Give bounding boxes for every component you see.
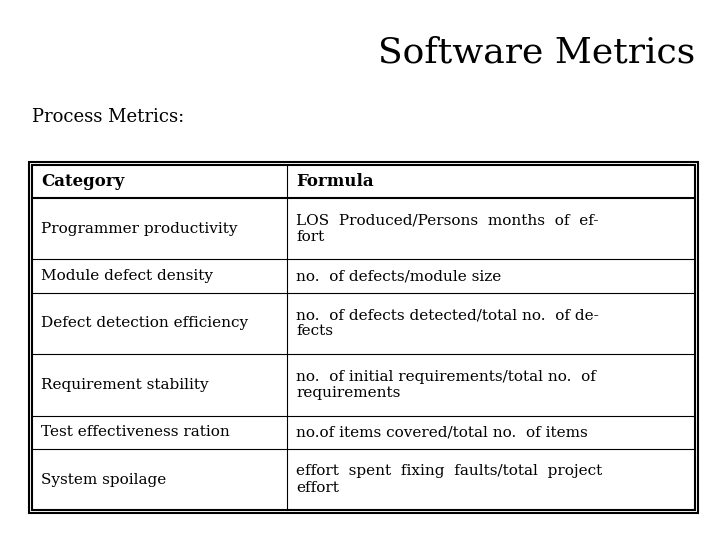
Text: Programmer productivity: Programmer productivity — [41, 221, 238, 235]
Text: Category: Category — [41, 173, 125, 190]
Text: Defect detection efficiency: Defect detection efficiency — [41, 316, 248, 330]
Text: no.of items covered/total no.  of items: no.of items covered/total no. of items — [296, 425, 588, 439]
Text: effort  spent  fixing  faults/total  project
effort: effort spent fixing faults/total project… — [296, 464, 603, 495]
Text: no.  of initial requirements/total no.  of
requirements: no. of initial requirements/total no. of… — [296, 370, 596, 400]
Text: LOS  Produced/Persons  months  of  ef-
fort: LOS Produced/Persons months of ef- fort — [296, 213, 598, 244]
Text: no.  of defects/module size: no. of defects/module size — [296, 269, 501, 283]
Text: no.  of defects detected/total no.  of de-
fects: no. of defects detected/total no. of de-… — [296, 308, 599, 339]
Text: Test effectiveness ration: Test effectiveness ration — [41, 425, 230, 439]
Bar — [32, 165, 695, 510]
Text: Formula: Formula — [296, 173, 374, 190]
Text: System spoilage: System spoilage — [41, 472, 166, 487]
Text: Module defect density: Module defect density — [41, 269, 213, 283]
Text: Process Metrics:: Process Metrics: — [32, 108, 184, 126]
Bar — [29, 162, 698, 513]
Text: Requirement stability: Requirement stability — [41, 378, 209, 392]
Text: Software Metrics: Software Metrics — [377, 35, 695, 69]
